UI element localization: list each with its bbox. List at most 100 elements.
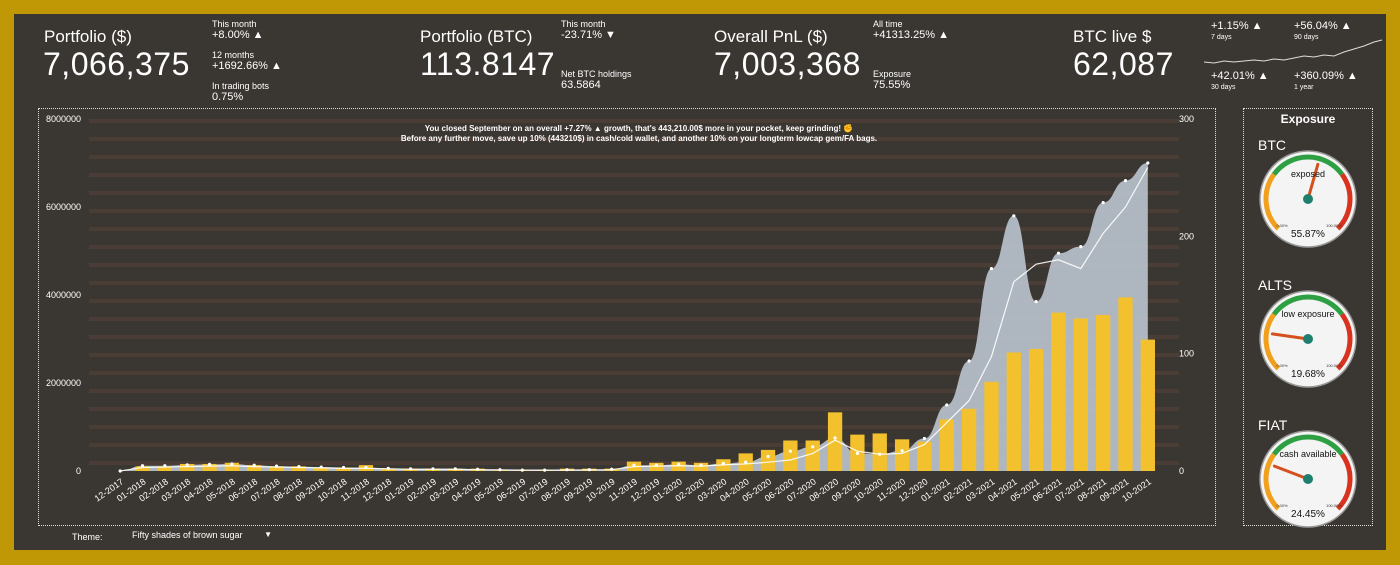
gauge-max: 100.00%	[1326, 503, 1342, 508]
bar	[872, 433, 887, 471]
bar	[1028, 348, 1044, 471]
gauge-btc: exposed 0.00% 100.00%55.87%	[1259, 150, 1357, 248]
gauge-btc-title: BTC	[1258, 137, 1286, 153]
gauge-min: 0.00%	[1276, 223, 1288, 228]
y-left-tick: 8000000	[46, 114, 81, 124]
gauge-alts-title: ALTS	[1258, 277, 1292, 293]
area-point	[744, 460, 748, 464]
gauge-needle	[1306, 162, 1320, 201]
pnl-alltime-label: All time	[873, 19, 903, 29]
area-point	[185, 463, 189, 467]
grid-stripe	[89, 407, 1179, 411]
y-right-tick: 300	[1179, 114, 1194, 124]
gauge-arc	[1335, 172, 1353, 231]
bar	[1118, 297, 1133, 471]
portfolio-usd-bots-value: 0.75%	[212, 91, 244, 103]
area-point	[788, 449, 792, 453]
gauge-label: cash available	[1279, 449, 1336, 459]
spark-1y-label: 1 year	[1294, 84, 1314, 91]
bar	[1051, 312, 1066, 471]
area-point	[945, 403, 949, 407]
bar	[961, 408, 977, 471]
y-left-tick: 2000000	[46, 378, 81, 388]
spark-30d-label: 30 days	[1211, 84, 1236, 91]
y-right-tick: 100	[1179, 349, 1194, 359]
portfolio-usd-value: 7,066,375	[43, 46, 190, 82]
gauge-hub	[1303, 194, 1313, 204]
bar	[917, 441, 932, 471]
spark-1y-value: +360.09% ▲	[1294, 70, 1358, 82]
portfolio-btc-month-value: -23.71% ▼	[561, 29, 616, 41]
portfolio-usd-month-value: +8.00% ▲	[212, 29, 264, 41]
gauge-needle	[1270, 332, 1310, 341]
y-right-tick: 0	[1179, 466, 1184, 476]
gauge-label: low exposure	[1281, 309, 1334, 319]
area-point	[1056, 251, 1061, 255]
pnl-alltime-value: +41313.25% ▲	[873, 29, 950, 41]
theme-select[interactable]: Fifty shades of brown sugar ▼	[132, 530, 272, 544]
bar	[693, 462, 709, 471]
bar	[135, 466, 150, 471]
theme-value: Fifty shades of brown sugar	[132, 530, 243, 540]
portfolio-usd-bots-label: In trading bots	[212, 81, 270, 91]
bar	[202, 463, 217, 471]
spark-30d-value: +42.01% ▲	[1211, 70, 1269, 82]
grid-stripe	[89, 137, 1179, 141]
bar	[649, 462, 664, 471]
chart-message-line1: You closed September on an overall +7.27…	[425, 124, 853, 133]
gauge-max: 100.00%	[1326, 363, 1342, 368]
area-point	[1012, 214, 1016, 218]
spark-90d-label: 90 days	[1294, 34, 1319, 41]
gauge-arc	[1335, 312, 1353, 371]
area-point	[230, 462, 234, 466]
area-point	[922, 436, 927, 441]
gauge-arc	[1263, 452, 1281, 511]
bar	[894, 439, 910, 471]
bar	[291, 466, 307, 471]
area-point	[766, 454, 770, 459]
bar	[939, 419, 954, 471]
grid-stripe	[89, 353, 1179, 357]
gauge-value: 55.87%	[1291, 229, 1325, 240]
grid-stripe	[89, 173, 1179, 177]
gauge-hub	[1303, 474, 1313, 484]
area-point	[207, 462, 212, 466]
portfolio-usd-year-label: 12 months	[212, 50, 255, 60]
bar	[1006, 352, 1021, 471]
chevron-down-icon: ▼	[264, 530, 272, 539]
area-point	[1123, 179, 1128, 183]
grid-stripe	[89, 335, 1179, 339]
portfolio-chart: 0200000040000006000000800000001002003001…	[46, 114, 1194, 504]
area-point	[967, 359, 971, 363]
bar	[760, 449, 776, 471]
net-btc-holdings-label: Net BTC holdings	[561, 69, 632, 79]
exposure-title: Exposure	[1280, 112, 1336, 126]
bar	[1140, 339, 1155, 471]
portfolio-btc-value: 113.8147	[420, 46, 556, 82]
portfolio-usd-month-label: This month	[212, 19, 257, 29]
y-left-tick: 4000000	[46, 290, 81, 300]
bar	[157, 466, 172, 471]
btc-live-title: BTC live $	[1073, 27, 1152, 46]
gauge-needle	[1272, 464, 1310, 481]
portfolio-usd-year-value: +1692.66% ▲	[212, 60, 282, 72]
grid-stripe	[89, 119, 1179, 123]
area-point	[1034, 300, 1038, 304]
line-series	[120, 167, 1149, 472]
area-point	[811, 445, 815, 449]
gauge-arc	[1335, 452, 1353, 511]
y-right-tick: 200	[1179, 231, 1194, 241]
area-point	[900, 449, 904, 453]
area-point	[833, 436, 837, 440]
grid-stripe	[89, 155, 1179, 159]
gauge-arc	[1263, 172, 1281, 231]
grid-stripe	[89, 245, 1179, 249]
portfolio-btc-month-label: This month	[561, 19, 606, 29]
spark-90d-value: +56.04% ▲	[1294, 20, 1352, 32]
area-point	[1079, 245, 1083, 249]
exposure-value: 75.55%	[873, 79, 911, 91]
gauge-min: 0.00%	[1276, 503, 1288, 508]
grid-stripe	[89, 371, 1179, 375]
gauge-fiat: cash available 0.00% 100.00%24.45%	[1259, 430, 1357, 528]
btc-sparkline	[1204, 39, 1383, 64]
